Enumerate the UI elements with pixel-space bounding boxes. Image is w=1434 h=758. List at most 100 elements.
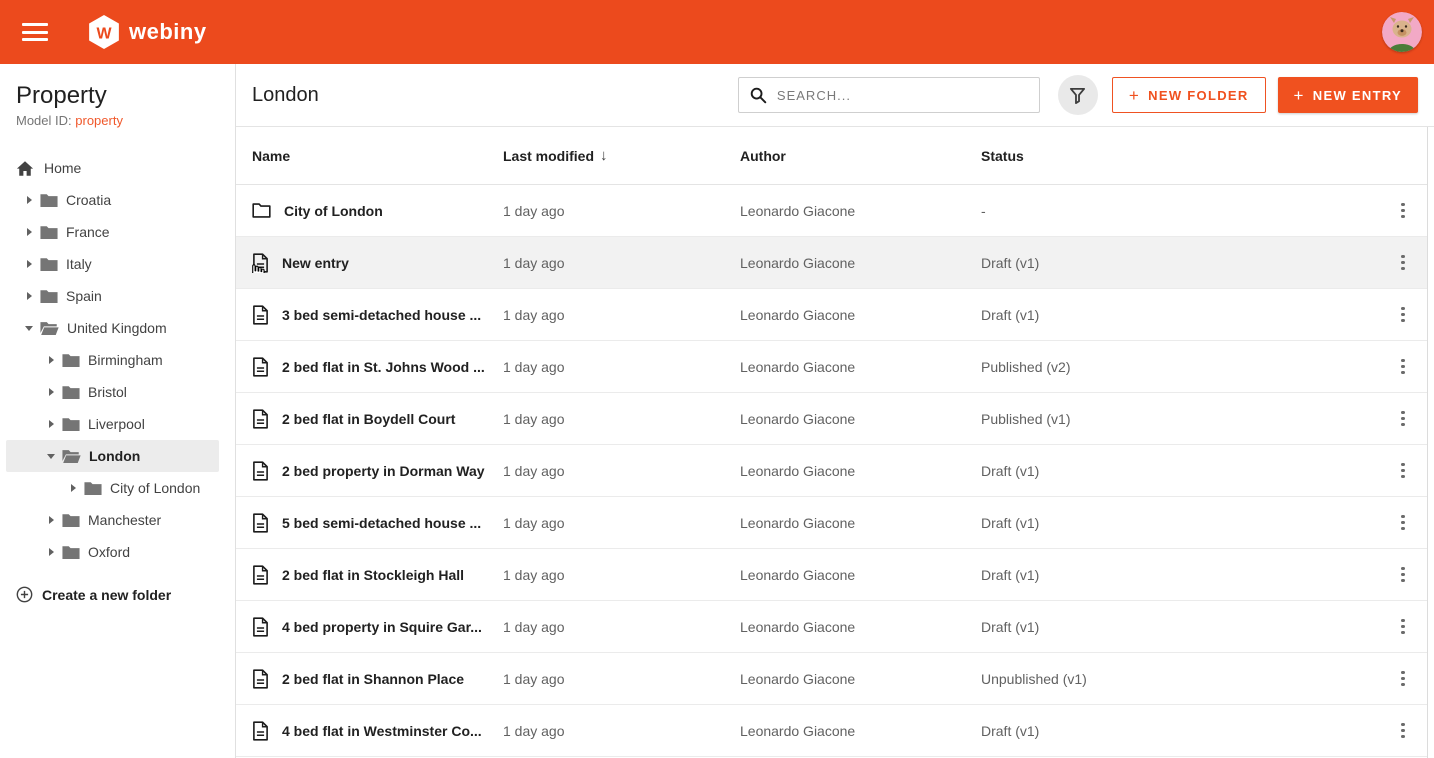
table-row[interactable]: 4 bed flat in Westminster Co... 1 day ag… — [236, 705, 1427, 757]
row-actions-menu-button[interactable] — [1379, 455, 1427, 487]
row-status: Draft (v1) — [981, 514, 1040, 531]
row-name-cell[interactable]: 2 bed flat in Shannon Place — [252, 668, 503, 689]
row-last-modified: 1 day ago — [503, 566, 565, 583]
row-name: City of London — [284, 202, 383, 219]
row-actions-menu-button[interactable] — [1379, 351, 1427, 383]
column-header-name[interactable]: Name — [252, 147, 291, 164]
column-header-author[interactable]: Author — [740, 147, 786, 164]
sidebar-tree-item[interactable]: London — [6, 440, 219, 472]
row-name-cell[interactable]: 4 bed property in Squire Gar... — [252, 616, 503, 637]
row-name: 2 bed flat in St. Johns Wood ... — [282, 358, 485, 375]
row-last-modified: 1 day ago — [503, 670, 565, 687]
sidebar-tree-item[interactable]: City of London — [6, 472, 219, 504]
chevron-icon[interactable] — [46, 387, 56, 397]
search-icon — [750, 87, 767, 103]
sidebar-tree-item[interactable]: Bristol — [6, 376, 219, 408]
tree-item-label: Oxford — [88, 544, 131, 560]
tree-item-label: United Kingdom — [67, 320, 167, 336]
create-folder-button[interactable]: Create a new folder — [16, 586, 235, 603]
model-id-value[interactable]: property — [75, 113, 123, 128]
row-actions-menu-button[interactable] — [1379, 559, 1427, 591]
table-row[interactable]: 2 bed property in Dorman Way 1 day ago L… — [236, 445, 1427, 497]
chevron-icon[interactable] — [24, 323, 34, 333]
chevron-icon[interactable] — [24, 227, 34, 237]
chevron-icon[interactable] — [46, 547, 56, 557]
row-status: Draft (v1) — [981, 306, 1040, 323]
sidebar-tree-item[interactable]: Manchester — [6, 504, 219, 536]
row-last-modified: 1 day ago — [503, 722, 565, 739]
row-actions-menu-button[interactable] — [1379, 663, 1427, 695]
row-name-cell[interactable]: 3 bed semi-detached house ... — [252, 304, 503, 325]
filter-button[interactable] — [1057, 75, 1098, 115]
folder-closed-icon — [62, 353, 80, 367]
chevron-icon[interactable] — [68, 483, 78, 493]
chevron-icon[interactable] — [24, 195, 34, 205]
row-name-cell[interactable]: 2 bed property in Dorman Way — [252, 460, 503, 481]
row-actions-menu-button[interactable] — [1379, 195, 1427, 227]
chevron-icon[interactable] — [24, 259, 34, 269]
chevron-icon[interactable] — [46, 515, 56, 525]
row-last-modified: 1 day ago — [503, 306, 565, 323]
chevron-icon[interactable] — [24, 291, 34, 301]
table-row[interactable]: 2 bed flat in Shannon Place 1 day ago Le… — [236, 653, 1427, 705]
row-actions-menu-button[interactable] — [1379, 247, 1427, 279]
table-row[interactable]: New entry 1 day ago Leonardo Giacone Dra… — [236, 237, 1427, 289]
webiny-logo[interactable]: W webiny — [88, 15, 207, 49]
row-actions-menu-button[interactable] — [1379, 299, 1427, 331]
sidebar-tree-item[interactable]: United Kingdom — [6, 312, 219, 344]
sidebar-tree-item[interactable]: Oxford — [6, 536, 219, 568]
document-icon — [253, 512, 268, 533]
new-entry-button[interactable]: + NEW ENTRY — [1277, 77, 1418, 113]
row-name-cell[interactable]: 5 bed semi-detached house ... — [252, 512, 503, 533]
sidebar-tree-item[interactable]: Birmingham — [6, 344, 219, 376]
row-name: 4 bed flat in Westminster Co... — [282, 722, 482, 739]
chevron-icon[interactable] — [46, 419, 56, 429]
document-icon — [253, 460, 268, 481]
table-row[interactable]: 2 bed flat in Boydell Court 1 day ago Le… — [236, 393, 1427, 445]
folder-closed-icon — [84, 481, 102, 495]
avatar[interactable] — [1382, 12, 1422, 52]
avatar-dog-photo — [1382, 12, 1422, 52]
table-row[interactable]: 2 bed flat in Stockleigh Hall 1 day ago … — [236, 549, 1427, 601]
row-actions-menu-button[interactable] — [1379, 403, 1427, 435]
row-author: Leonardo Giacone — [740, 514, 856, 531]
row-actions-menu-button[interactable] — [1379, 715, 1427, 747]
row-name-cell[interactable]: City of London — [252, 202, 503, 219]
row-status: Draft (v1) — [981, 722, 1040, 739]
row-name: 5 bed semi-detached house ... — [282, 514, 482, 531]
document-icon — [253, 304, 268, 325]
table-row[interactable]: 4 bed property in Squire Gar... 1 day ag… — [236, 601, 1427, 653]
new-folder-button[interactable]: + NEW FOLDER — [1111, 77, 1266, 113]
sidebar-tree-item[interactable]: France — [6, 216, 219, 248]
sidebar-tree-item[interactable]: Croatia — [6, 184, 219, 216]
search-box[interactable] — [737, 77, 1040, 113]
table-header-row: Name Last modified ↓ Author Status — [236, 127, 1427, 185]
sidebar-tree-item[interactable]: Spain — [6, 280, 219, 312]
search-input[interactable] — [776, 87, 1028, 103]
row-author: Leonardo Giacone — [740, 358, 856, 375]
row-name-cell[interactable]: 2 bed flat in Boydell Court — [252, 408, 503, 429]
sidebar-tree-item[interactable]: Liverpool — [6, 408, 219, 440]
table-row[interactable]: 2 bed flat in St. Johns Wood ... 1 day a… — [236, 341, 1427, 393]
tree-item-label: Croatia — [66, 192, 112, 208]
column-header-status[interactable]: Status — [981, 147, 1024, 164]
row-actions-menu-button[interactable] — [1379, 611, 1427, 643]
chevron-icon[interactable] — [46, 355, 56, 365]
column-header-last-modified[interactable]: Last modified ↓ — [503, 147, 608, 164]
row-name-cell[interactable]: 2 bed flat in St. Johns Wood ... — [252, 356, 503, 377]
table-row[interactable]: City of London 1 day ago Leonardo Giacon… — [236, 185, 1427, 237]
row-name-cell[interactable]: 4 bed flat in Westminster Co... — [252, 720, 503, 741]
chevron-icon[interactable] — [46, 451, 56, 461]
table-row[interactable]: 3 bed semi-detached house ... 1 day ago … — [236, 289, 1427, 341]
menu-icon[interactable] — [22, 23, 48, 41]
sidebar-item-home[interactable]: Home — [6, 152, 219, 184]
folder-open-icon — [40, 321, 59, 335]
folder-tree: Home Croatia France Italy — [0, 152, 235, 568]
folder-closed-icon — [62, 417, 80, 431]
row-actions-menu-button[interactable] — [1379, 507, 1427, 539]
sidebar-tree-item[interactable]: Italy — [6, 248, 219, 280]
table-row[interactable]: 5 bed semi-detached house ... 1 day ago … — [236, 497, 1427, 549]
tree-item-label: Birmingham — [88, 352, 163, 368]
row-name-cell[interactable]: New entry — [252, 252, 503, 273]
row-name-cell[interactable]: 2 bed flat in Stockleigh Hall — [252, 564, 503, 585]
